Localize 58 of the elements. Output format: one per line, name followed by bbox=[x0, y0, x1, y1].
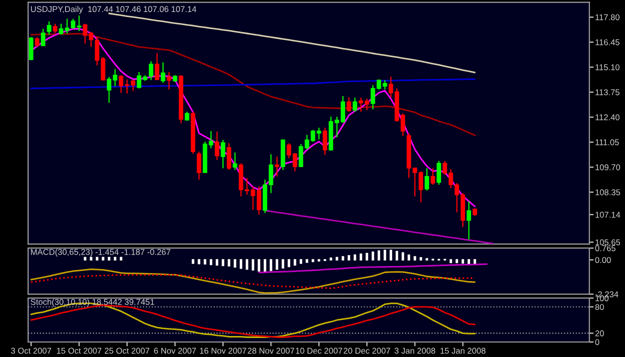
candlestick bbox=[232, 152, 238, 170]
y-tick-label: 111.05 bbox=[596, 139, 619, 146]
chart-title: MACD(30,65,23) -1.454 -1.187 -0.267 bbox=[31, 248, 170, 257]
candlestick bbox=[322, 127, 328, 156]
candlestick bbox=[154, 52, 160, 81]
chart-title: Stoch(30,10,10) 18.5442 39.7451 bbox=[30, 298, 154, 307]
candlestick bbox=[220, 139, 226, 169]
candlestick bbox=[166, 71, 172, 90]
x-tick-label: 28 Nov 2007 bbox=[248, 348, 294, 354]
x-tick-label: 16 Nov 2007 bbox=[200, 348, 246, 354]
y-tick-label: 117.80 bbox=[596, 14, 620, 20]
x-tick-label: 20 Dec 2007 bbox=[344, 348, 390, 354]
y-tick-label: 107.14 bbox=[596, 212, 620, 218]
candlestick bbox=[274, 156, 280, 177]
candlestick bbox=[424, 168, 430, 192]
x-tick-label: 15 Oct 2007 bbox=[57, 348, 102, 354]
chart-title: USDJPY,Daily 107.44 107.46 107.06 107.14 bbox=[31, 6, 196, 14]
candlestick bbox=[214, 131, 220, 160]
candlestick bbox=[352, 97, 358, 112]
candlestick bbox=[34, 36, 40, 47]
candlestick bbox=[436, 160, 442, 186]
line-series bbox=[108, 12, 476, 74]
line-series bbox=[258, 263, 488, 274]
y-tick-label: 115.10 bbox=[596, 64, 620, 70]
y-tick-label: 108.35 bbox=[596, 189, 620, 196]
line-series bbox=[30, 268, 476, 294]
x-tick-label: 3 Jan 2008 bbox=[394, 348, 436, 354]
y-tick-label: 20 bbox=[595, 330, 604, 336]
candlestick bbox=[256, 186, 262, 216]
candlestick bbox=[430, 168, 436, 186]
candlestick bbox=[346, 96, 352, 112]
y-tick-label: 109.70 bbox=[596, 164, 620, 170]
y-tick-label: 113.75 bbox=[596, 89, 620, 96]
candlestick bbox=[28, 36, 34, 61]
x-tick-label: 15 Jan 2008 bbox=[440, 348, 486, 354]
x-tick-label: 6 Nov 2007 bbox=[154, 348, 196, 354]
y-tick-label: 0.765 bbox=[595, 245, 616, 252]
candlestick bbox=[148, 60, 154, 81]
y-tick-label: 116.45 bbox=[596, 39, 620, 46]
candlestick bbox=[52, 23, 58, 34]
y-tick-label: -2.234 bbox=[595, 291, 618, 298]
x-tick-label: 10 Dec 2007 bbox=[296, 348, 342, 354]
candlestick bbox=[208, 130, 214, 149]
candlestick bbox=[160, 62, 166, 84]
candlestick bbox=[466, 200, 472, 240]
candlestick bbox=[46, 20, 52, 36]
y-tick-label: 100 bbox=[596, 295, 609, 302]
y-tick-label: 112.40 bbox=[596, 114, 620, 120]
x-tick-label: 3 Oct 2007 bbox=[11, 348, 52, 354]
y-tick-label: 105.65 bbox=[596, 239, 620, 246]
candlestick bbox=[226, 142, 232, 170]
candlestick bbox=[268, 154, 274, 194]
candlestick bbox=[196, 151, 202, 180]
y-tick-label: 0 bbox=[595, 339, 600, 346]
x-tick-label: 25 Oct 2007 bbox=[104, 348, 150, 354]
y-tick-label: 0.00 bbox=[595, 257, 611, 263]
y-tick-label: 80 bbox=[595, 304, 604, 310]
candlestick bbox=[40, 28, 46, 47]
